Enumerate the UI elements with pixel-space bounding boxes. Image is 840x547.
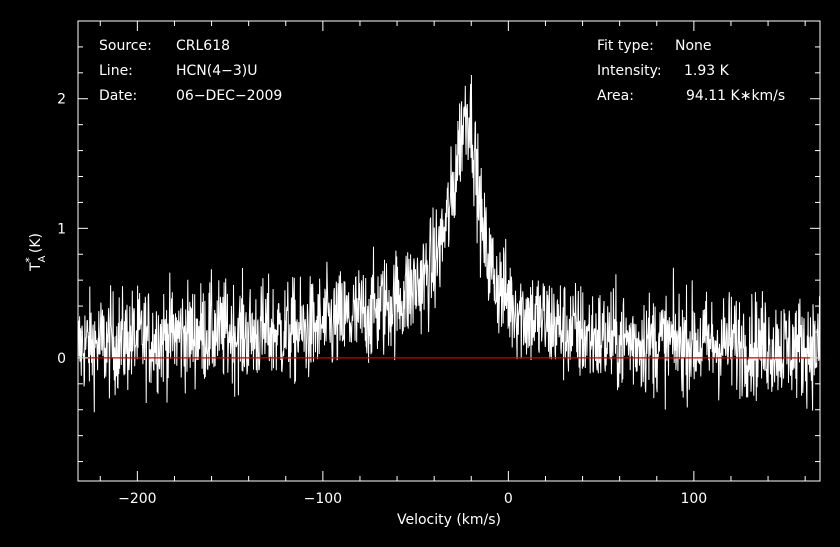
intensity-value: 1.93 K bbox=[684, 63, 730, 79]
y-tick-label: 0 bbox=[57, 351, 66, 367]
spectrum-line bbox=[77, 74, 821, 413]
y-axis-unit: (K) bbox=[28, 233, 44, 253]
y-axis-main: T bbox=[28, 262, 44, 272]
svg-text:TA*(K): TA* (K) bbox=[23, 233, 48, 272]
x-tick-label: 0 bbox=[504, 491, 513, 507]
y-axis-sup: * bbox=[23, 257, 36, 263]
date-key: Date: bbox=[99, 88, 137, 104]
x-axis-title: Velocity (km/s) bbox=[397, 512, 501, 528]
line-key: Line: bbox=[99, 63, 133, 79]
date-value: 06−DEC−2009 bbox=[176, 88, 282, 104]
area-value: 94.11 K∗km/s bbox=[686, 88, 785, 104]
fit-type-value: None bbox=[675, 38, 712, 54]
axis-ticks: −200 −100 0 100 0 1 2 bbox=[57, 21, 820, 507]
y-axis-sub: A bbox=[37, 255, 48, 262]
intensity-key: Intensity: bbox=[597, 63, 662, 79]
x-tick-label: −100 bbox=[304, 491, 342, 507]
fit-type-key: Fit type: bbox=[597, 38, 654, 54]
y-tick-label: 1 bbox=[57, 221, 66, 237]
line-value: HCN(4−3)U bbox=[176, 63, 258, 79]
x-tick-label: −200 bbox=[118, 491, 156, 507]
source-key: Source: bbox=[99, 38, 152, 54]
area-key: Area: bbox=[597, 88, 634, 104]
plot-frame bbox=[77, 20, 821, 482]
source-value: CRL618 bbox=[176, 38, 230, 54]
info-right: Fit type: None Intensity: 1.93 K Area: 9… bbox=[597, 38, 785, 104]
info-left: Source: CRL618 Line: HCN(4−3)U Date: 06−… bbox=[99, 38, 282, 104]
spectrum-series bbox=[77, 74, 821, 413]
x-tick-label: 100 bbox=[680, 491, 707, 507]
y-axis-title: TA* (K) bbox=[23, 233, 48, 272]
y-tick-label: 2 bbox=[57, 92, 66, 108]
